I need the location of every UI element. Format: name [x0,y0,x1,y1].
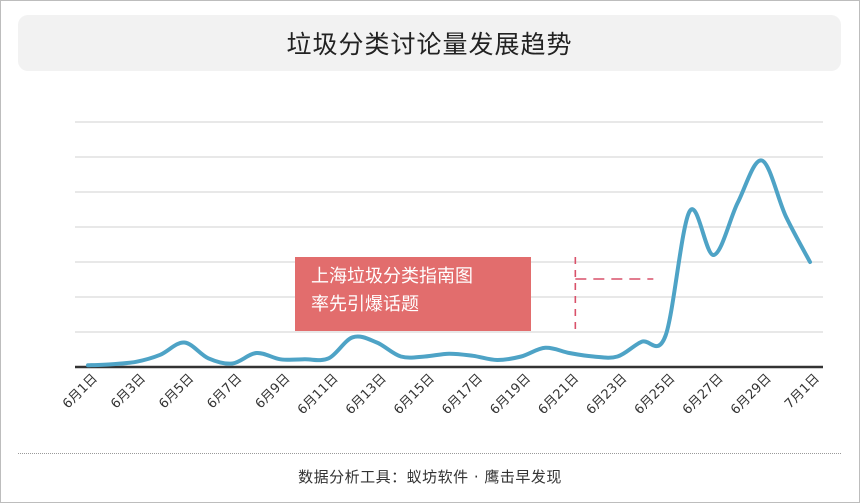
x-tick-label: 6月13日 [343,371,390,418]
x-tick-label: 6月5日 [156,371,197,412]
series-line [86,158,812,368]
x-tick-label: 6月15日 [391,371,438,418]
x-tick-label: 6月19日 [487,371,534,418]
x-tick-label: 6月3日 [108,371,149,412]
footer-divider [18,453,841,454]
x-tick-label: 6月29日 [728,371,775,418]
chart-title: 垃圾分类讨论量发展趋势 [286,30,573,59]
x-tick-label: 6月23日 [584,371,631,418]
x-tick-label: 6月17日 [439,371,486,418]
annotation-line-2: 率先引爆话题 [311,294,419,315]
x-tick-label: 6月11日 [295,371,342,418]
x-tick-labels: 6月1日 6月3日 6月5日 6月7日 6月9日 6月11日 6月13日 6月15日 6月17日… [60,371,823,418]
x-tick-label: 7月1日 [782,371,823,412]
annotation-line-1: 上海垃圾分类指南图 [311,266,473,287]
title-panel: 垃圾分类讨论量发展趋势 [18,15,841,71]
annotation-layer [574,257,654,332]
x-tick-label: 6月1日 [60,371,101,412]
series-layer [86,158,812,368]
footer-credit: 数据分析工具：蚁坊软件 · 鹰击早发现 [298,468,562,486]
x-tick-label: 6月25日 [632,371,679,418]
x-tick-label: 6月21日 [536,371,583,418]
x-tick-label: 6月27日 [680,371,727,418]
x-tick-label: 6月7日 [205,371,246,412]
annotation-box: 上海垃圾分类指南图 率先引爆话题 [295,257,531,331]
x-tick-label: 6月9日 [253,371,294,412]
